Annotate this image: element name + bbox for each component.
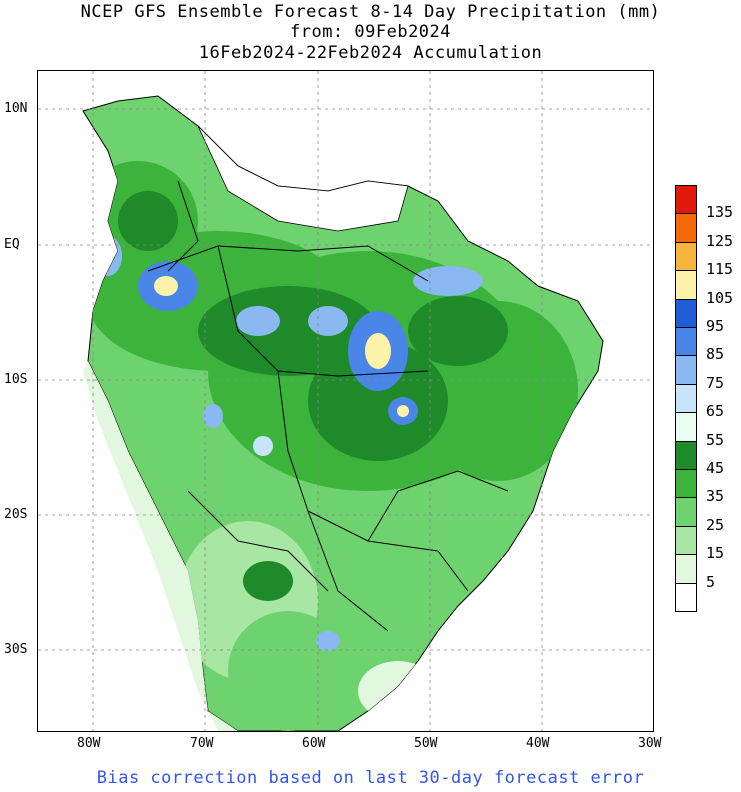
coast-dry-strip bbox=[83, 361, 238, 731]
legend-label: 85 bbox=[706, 345, 725, 364]
country-borders bbox=[147, 180, 509, 632]
lon-label-30w: 30W bbox=[638, 736, 662, 751]
legend-label: 45 bbox=[706, 459, 725, 477]
legend-label: 105 bbox=[706, 288, 734, 307]
bias-correction-note: Bias correction based on last 30-day for… bbox=[96, 768, 645, 788]
lat-label-30s: 30S bbox=[4, 642, 28, 657]
graticule bbox=[38, 71, 653, 731]
legend-swatch bbox=[675, 582, 697, 612]
lon-label-60w: 60W bbox=[302, 736, 326, 751]
legend-label: 65 bbox=[706, 402, 725, 421]
legend-swatch bbox=[675, 525, 697, 556]
legend-label: 55 bbox=[706, 430, 725, 449]
legend-swatch bbox=[675, 298, 697, 328]
legend-swatch bbox=[675, 383, 697, 414]
legend-swatch bbox=[675, 213, 697, 243]
lon-label-70w: 70W bbox=[190, 736, 214, 751]
legend-label: 75 bbox=[706, 373, 725, 392]
legend-swatch bbox=[675, 554, 697, 584]
legend-swatch bbox=[675, 355, 697, 385]
lon-label-40w: 40W bbox=[526, 736, 550, 751]
legend-swatch bbox=[675, 469, 697, 499]
lat-label-10n: 10N bbox=[4, 101, 28, 116]
map-accumulation-period: 16Feb2024-22Feb2024 Accumulation bbox=[198, 43, 543, 63]
lat-label-eq: EQ bbox=[4, 237, 20, 252]
legend-swatch bbox=[675, 497, 697, 527]
legend-swatch bbox=[675, 270, 697, 300]
legend-label: 5 bbox=[706, 572, 716, 591]
legend-label: 25 bbox=[706, 515, 725, 534]
lat-label-20s: 20S bbox=[4, 507, 28, 522]
legend-label: 135 bbox=[706, 203, 734, 222]
legend-swatch bbox=[675, 327, 697, 357]
lon-label-50w: 50W bbox=[414, 736, 438, 751]
legend-swatch bbox=[675, 241, 697, 272]
precipitation-shading bbox=[83, 161, 578, 731]
legend-label: 95 bbox=[706, 317, 725, 335]
legend-label: 115 bbox=[706, 260, 734, 279]
legend-swatch bbox=[675, 440, 697, 470]
map-title: NCEP GFS Ensemble Forecast 8-14 Day Prec… bbox=[80, 2, 661, 22]
north-dry-area bbox=[197, 125, 409, 232]
legend-swatch bbox=[675, 412, 697, 442]
map-issue-date: from: 09Feb2024 bbox=[289, 22, 452, 42]
lat-label-10s: 10S bbox=[4, 372, 28, 387]
map-canvas bbox=[38, 71, 653, 731]
precipitation-map bbox=[37, 70, 654, 732]
legend-swatch bbox=[675, 185, 697, 215]
legend-label: 15 bbox=[706, 544, 725, 563]
lon-label-80w: 80W bbox=[77, 736, 101, 751]
legend-label: 35 bbox=[706, 487, 725, 506]
legend-label: 125 bbox=[706, 231, 734, 250]
